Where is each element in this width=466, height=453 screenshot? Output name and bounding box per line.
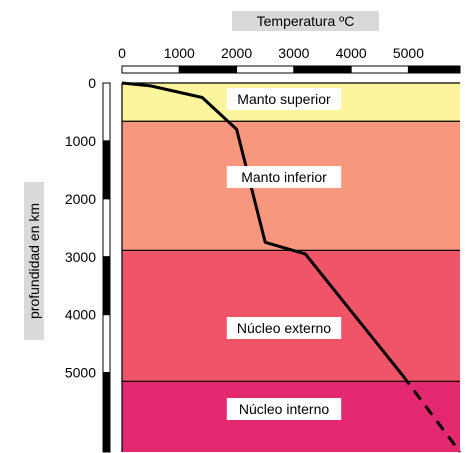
temperature-tick-label-0: 0: [118, 45, 126, 61]
depth-tick-label-3: 3000: [65, 249, 96, 265]
temperature-tick-label-1: 1000: [164, 45, 195, 61]
temperature-tick-label-2: 2000: [221, 45, 252, 61]
earth-layers: [122, 83, 460, 452]
depth-scale-segment-3: [103, 257, 110, 315]
depth-tick-label-0: 0: [88, 75, 96, 91]
depth-scale-segment-5: [103, 373, 110, 452]
depth-scale-segment-2: [103, 199, 110, 257]
depth-tick-label-1: 1000: [65, 133, 96, 149]
layer-band-2: [122, 250, 460, 381]
temperature-tick-label-4: 4000: [336, 45, 367, 61]
temperature-tick-label-5: 5000: [393, 45, 424, 61]
temperature-scale-segment-0: [122, 66, 179, 73]
temperature-scale-segment-1: [179, 66, 236, 73]
temperature-scale-segment-4: [351, 66, 408, 73]
layer-label-2: Núcleo externo: [237, 320, 331, 336]
temperature-axis-title: Temperatura ºC: [257, 13, 355, 29]
temperature-tick-label-3: 3000: [278, 45, 309, 61]
temperature-axis: 0 1000 2000 3000 4000 5000: [118, 45, 460, 73]
layer-label-1: Manto inferior: [241, 169, 327, 185]
depth-scale-segment-4: [103, 315, 110, 373]
layer-label-3: Núcleo interno: [239, 401, 329, 417]
depth-scale-segment-0: [103, 83, 110, 141]
depth-axis: 0 1000 2000 3000 4000 5000: [65, 75, 110, 452]
depth-scale-segment-1: [103, 141, 110, 199]
depth-tick-label-4: 4000: [65, 307, 96, 323]
layer-label-0: Manto superior: [237, 91, 331, 107]
depth-axis-title: profundidad en km: [26, 203, 42, 319]
temperature-scale-segment-2: [237, 66, 294, 73]
temperature-scale-segment-5: [408, 66, 460, 73]
depth-tick-label-5: 5000: [65, 365, 96, 381]
depth-tick-label-2: 2000: [65, 191, 96, 207]
temperature-scale-segment-3: [294, 66, 351, 73]
